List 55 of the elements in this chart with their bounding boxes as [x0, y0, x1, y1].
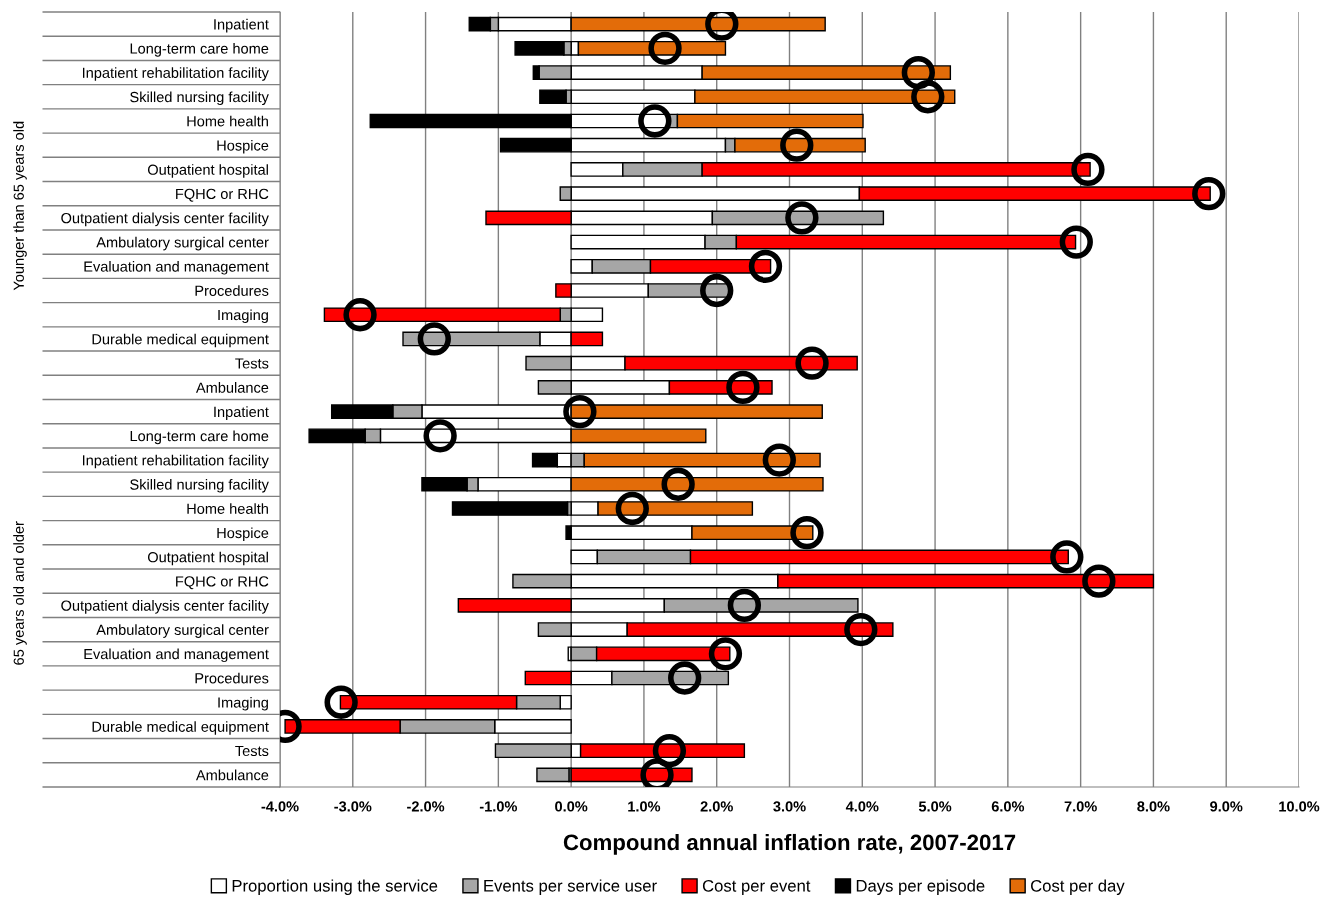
y-tick-label: Ambulatory surgical center [96, 236, 269, 251]
y-tick-label: Procedures [195, 672, 269, 684]
x-tick-label: 6.0% [991, 801, 1025, 812]
y-tick-label: Ambulatory surgical center [96, 624, 269, 638]
x-tick-label: 1.0% [628, 801, 661, 812]
legend-label: Proportion using the service [232, 879, 438, 895]
text: Younger than 65 years old [13, 121, 27, 291]
y-tick-label: FQHC or RHC [176, 576, 269, 590]
y-tick-label: Inpatient [214, 406, 269, 420]
y-tick-label: Imaging [218, 309, 268, 324]
x-tick-label: 3.0% [773, 801, 806, 812]
text: 65 years old and older [13, 521, 27, 665]
x-tick-label: -2.0% [407, 801, 445, 812]
y-tick-label: Outpatient dialysis center facility [61, 600, 269, 614]
x-tick-label: 9.0% [1210, 801, 1243, 812]
y-tick-label: Ambulance [195, 382, 269, 393]
y-tick-label: Long-term care home [130, 43, 269, 57]
y-tick-label: Inpatient [214, 18, 269, 33]
y-tick-label: Ambulance [195, 769, 269, 781]
y-tick-label: Outpatient hospital [147, 164, 268, 178]
x-tick-label: 10.0% [1279, 801, 1320, 812]
x-tick-label: 2.0% [700, 801, 733, 812]
y-tick-label: FQHC or RHC [176, 188, 269, 202]
y-tick-label: Hospice [217, 527, 269, 542]
legend-label: Cost per event [702, 879, 811, 895]
y-tick-label: Hospice [217, 139, 269, 154]
x-tick-label: 4.0% [845, 801, 879, 812]
y-tick-label: Durable medical equipment [92, 721, 269, 735]
y-tick-label: Inpatient rehabilitation facility [82, 67, 269, 81]
y-tick-label: Skilled nursing facility [130, 91, 269, 106]
x-tick-label: -3.0% [334, 801, 372, 812]
x-tick-label: 0.0% [555, 801, 588, 812]
legend-label: Cost per day [1031, 879, 1125, 895]
y-tick-label: Durable medical equipment [92, 333, 269, 348]
y-tick-label: Evaluation and management [84, 648, 269, 663]
legend-label: Days per episode [856, 879, 985, 895]
legend-label: Events per service user [484, 879, 657, 895]
x-tick-label: -1.0% [479, 801, 518, 812]
y-tick-label: Imaging [218, 696, 268, 711]
y-tick-label: Procedures [195, 285, 269, 296]
y-tick-label: Home health [187, 115, 268, 127]
x-tick-label: -4.0% [261, 801, 299, 812]
x-tick-label: 8.0% [1137, 801, 1170, 812]
y-tick-label: Outpatient dialysis center facility [61, 212, 269, 227]
y-tick-label: Evaluation and management [84, 261, 269, 275]
x-tick-label: 5.0% [918, 801, 952, 812]
y-tick-label: Tests [235, 358, 269, 369]
y-tick-label: Skilled nursing facility [130, 478, 269, 493]
x-axis-title: Compound annual inflation rate, 2007-2017 [563, 833, 1016, 855]
y-tick-label: Outpatient hospital [147, 551, 268, 566]
x-tick-label: 7.0% [1064, 801, 1097, 812]
y-tick-label: Tests [235, 745, 269, 757]
y-tick-label: Home health [187, 503, 268, 514]
y-tick-label: Inpatient rehabilitation facility [82, 454, 269, 469]
y-tick-label: Long-term care home [130, 430, 269, 445]
